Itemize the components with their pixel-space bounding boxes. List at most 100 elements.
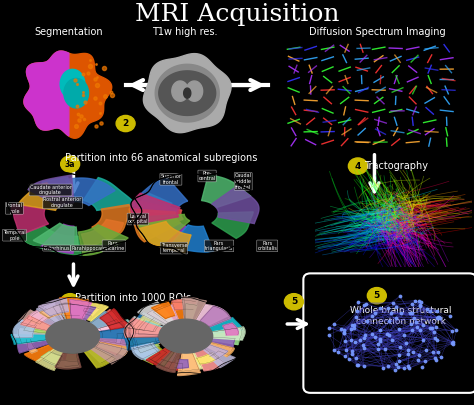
Polygon shape <box>24 341 64 362</box>
Polygon shape <box>36 343 68 370</box>
Circle shape <box>61 294 80 310</box>
Polygon shape <box>170 225 213 252</box>
Polygon shape <box>138 193 172 212</box>
Polygon shape <box>24 51 112 138</box>
Polygon shape <box>59 303 72 322</box>
FancyBboxPatch shape <box>303 273 474 393</box>
Point <box>411 297 419 304</box>
Point <box>426 308 433 314</box>
Polygon shape <box>159 71 216 115</box>
Text: Transverse
temporal: Transverse temporal <box>161 243 187 254</box>
Text: Segmentation: Segmentation <box>35 28 103 37</box>
Polygon shape <box>11 335 63 344</box>
Polygon shape <box>31 308 63 328</box>
Polygon shape <box>201 175 251 207</box>
Point <box>404 347 412 353</box>
Point <box>414 357 422 363</box>
Circle shape <box>284 294 303 310</box>
Point <box>351 339 359 345</box>
Point <box>413 319 420 325</box>
Polygon shape <box>100 320 136 339</box>
Polygon shape <box>137 339 159 353</box>
Point <box>382 345 389 352</box>
Point <box>432 323 440 330</box>
Text: Frontal
pole: Frontal pole <box>6 203 23 214</box>
Polygon shape <box>132 315 161 332</box>
Polygon shape <box>21 315 51 330</box>
Polygon shape <box>64 343 78 366</box>
Polygon shape <box>81 311 117 333</box>
Point <box>437 354 445 360</box>
Polygon shape <box>83 308 95 313</box>
Polygon shape <box>155 64 219 122</box>
Text: MRI Acquisition: MRI Acquisition <box>135 4 339 26</box>
Polygon shape <box>126 329 160 346</box>
Text: 3b: 3b <box>65 297 75 306</box>
Point <box>417 303 424 310</box>
Polygon shape <box>56 360 80 368</box>
Polygon shape <box>24 51 69 136</box>
Point <box>423 347 430 353</box>
Point <box>428 324 436 331</box>
Point <box>448 339 456 346</box>
Point <box>337 325 345 332</box>
Point <box>368 313 376 319</box>
Polygon shape <box>132 343 159 359</box>
Circle shape <box>61 156 80 172</box>
Polygon shape <box>16 337 52 353</box>
Polygon shape <box>70 304 96 328</box>
Polygon shape <box>182 348 202 371</box>
Point <box>431 335 438 341</box>
Polygon shape <box>79 310 125 334</box>
Polygon shape <box>60 69 85 99</box>
Polygon shape <box>43 352 62 366</box>
Text: Pars
triangularis: Pars triangularis <box>205 241 233 252</box>
Polygon shape <box>159 319 213 353</box>
Point <box>330 321 337 327</box>
Point <box>350 321 357 328</box>
Point <box>390 299 397 306</box>
Polygon shape <box>40 305 63 318</box>
Point <box>342 347 349 353</box>
Point <box>408 300 415 307</box>
Point <box>392 314 400 321</box>
Point <box>374 346 382 353</box>
Point <box>348 351 356 358</box>
Polygon shape <box>144 53 231 133</box>
Point <box>330 347 337 353</box>
Polygon shape <box>149 219 186 243</box>
Polygon shape <box>152 344 181 368</box>
Polygon shape <box>41 224 74 254</box>
Point <box>447 313 454 320</box>
Point <box>395 326 403 333</box>
Point <box>449 339 457 345</box>
Point <box>341 338 349 345</box>
Polygon shape <box>138 302 179 330</box>
Polygon shape <box>138 222 191 253</box>
Point <box>448 327 456 334</box>
Polygon shape <box>18 226 82 255</box>
Point <box>363 301 370 307</box>
Point <box>384 305 392 311</box>
Polygon shape <box>138 321 177 336</box>
Point <box>383 331 391 337</box>
Point <box>415 298 422 305</box>
Point <box>376 327 384 334</box>
Point <box>377 336 384 342</box>
Polygon shape <box>128 312 154 330</box>
Text: Whole brain structural
connection network: Whole brain structural connection networ… <box>350 306 451 326</box>
Point <box>400 332 408 339</box>
Point <box>347 325 355 332</box>
Polygon shape <box>190 305 229 332</box>
Polygon shape <box>92 205 130 241</box>
Point <box>421 358 428 364</box>
Point <box>372 333 379 340</box>
Point <box>417 302 424 309</box>
Point <box>374 341 382 347</box>
Polygon shape <box>149 348 174 366</box>
Circle shape <box>116 115 135 132</box>
Polygon shape <box>207 318 243 333</box>
Point <box>392 303 400 310</box>
Polygon shape <box>83 177 135 211</box>
Point <box>334 349 341 356</box>
